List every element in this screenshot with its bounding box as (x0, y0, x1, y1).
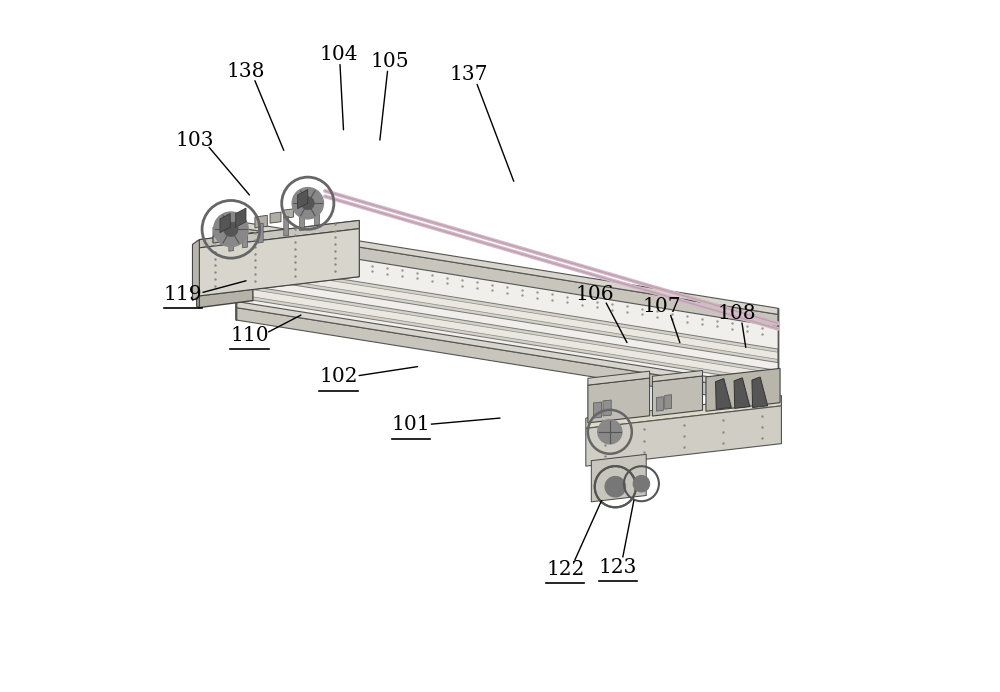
Polygon shape (315, 206, 319, 225)
Polygon shape (255, 215, 267, 228)
Polygon shape (297, 190, 308, 209)
Polygon shape (300, 211, 304, 230)
Text: 108: 108 (718, 304, 756, 322)
Polygon shape (236, 239, 778, 406)
Circle shape (633, 475, 650, 492)
Polygon shape (236, 284, 778, 384)
Polygon shape (586, 406, 781, 466)
Polygon shape (588, 371, 650, 385)
Circle shape (224, 222, 238, 237)
Polygon shape (236, 227, 778, 327)
Text: 138: 138 (227, 62, 265, 81)
Polygon shape (258, 224, 263, 243)
Polygon shape (716, 379, 731, 409)
Text: 123: 123 (599, 558, 637, 576)
Polygon shape (652, 370, 703, 382)
Polygon shape (229, 231, 234, 251)
Polygon shape (192, 239, 199, 301)
Polygon shape (236, 287, 778, 381)
Polygon shape (284, 209, 293, 218)
Polygon shape (586, 396, 781, 428)
Circle shape (292, 188, 323, 219)
Polygon shape (199, 221, 359, 296)
Polygon shape (752, 377, 768, 408)
Text: 122: 122 (546, 560, 584, 579)
Polygon shape (270, 212, 281, 223)
Text: 102: 102 (319, 367, 358, 386)
Polygon shape (213, 225, 232, 242)
Polygon shape (657, 397, 663, 411)
Polygon shape (591, 455, 646, 502)
Polygon shape (199, 221, 359, 248)
Polygon shape (588, 378, 650, 423)
Polygon shape (236, 302, 778, 394)
Polygon shape (236, 221, 778, 314)
Polygon shape (220, 214, 230, 233)
Polygon shape (236, 307, 778, 406)
Polygon shape (284, 217, 289, 236)
Circle shape (598, 420, 622, 444)
Text: 107: 107 (642, 297, 681, 316)
Polygon shape (197, 241, 199, 307)
Polygon shape (652, 376, 703, 416)
Polygon shape (199, 228, 359, 296)
Polygon shape (706, 368, 780, 411)
Polygon shape (199, 233, 253, 307)
Text: 104: 104 (319, 45, 358, 64)
Polygon shape (236, 262, 778, 363)
Text: 110: 110 (230, 326, 269, 345)
Text: 119: 119 (164, 285, 202, 304)
Polygon shape (236, 208, 246, 227)
Circle shape (301, 197, 314, 210)
Polygon shape (593, 402, 602, 418)
Polygon shape (243, 228, 247, 248)
Text: 101: 101 (391, 415, 430, 435)
Polygon shape (236, 265, 778, 359)
Circle shape (214, 212, 248, 246)
Circle shape (605, 476, 626, 497)
Text: 105: 105 (371, 52, 409, 71)
Text: 106: 106 (575, 285, 614, 304)
Polygon shape (734, 378, 750, 408)
Text: 103: 103 (175, 131, 214, 149)
Polygon shape (665, 394, 672, 409)
Polygon shape (213, 234, 232, 243)
Polygon shape (603, 400, 611, 416)
Text: 137: 137 (450, 65, 488, 84)
